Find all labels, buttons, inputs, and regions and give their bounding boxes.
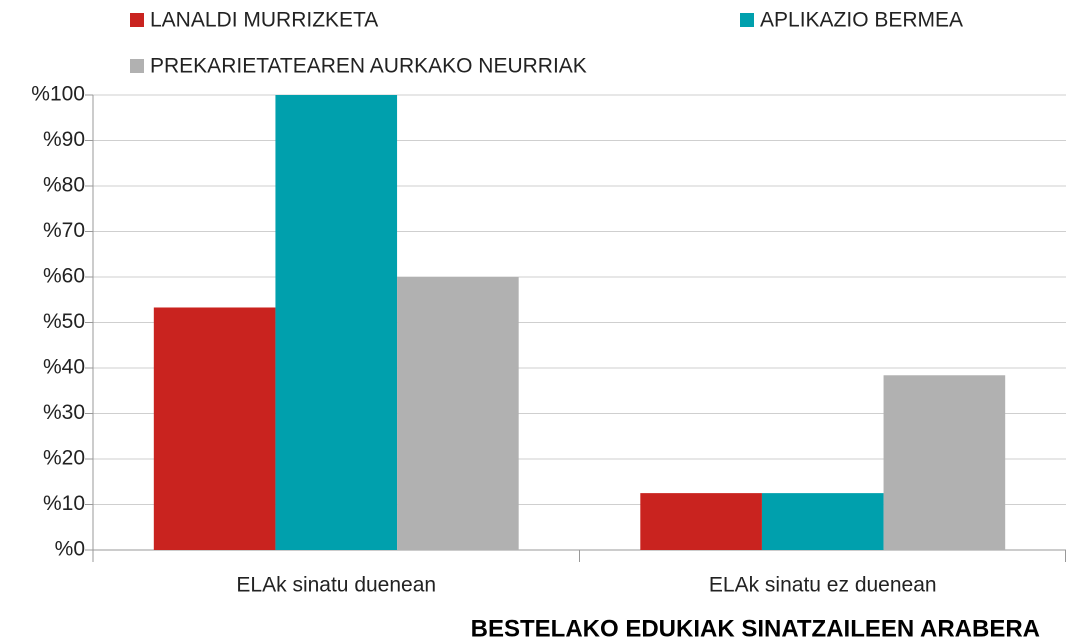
y-tick-label: %0 [55, 538, 85, 561]
y-tick-label: %70 [43, 219, 85, 242]
legend-swatch [740, 13, 754, 27]
legend-label: APLIKAZIO BERMEA [760, 9, 963, 32]
y-tick-label: %30 [43, 401, 85, 424]
legend-swatch [130, 59, 144, 73]
y-tick-label: %80 [43, 174, 85, 197]
bar [761, 493, 884, 550]
y-tick-label: %60 [43, 265, 85, 288]
legend-label: LANALDI MURRIZKETA [150, 9, 378, 32]
bar [153, 307, 276, 550]
y-tick-label: %100 [31, 83, 85, 106]
x-tick-label: ELAk sinatu ez duenean [709, 574, 937, 597]
legend-label: PREKARIETATEAREN AURKAKO NEURRIAK [150, 55, 587, 78]
x-tick-label: ELAk sinatu duenean [236, 574, 436, 597]
bar [275, 95, 398, 550]
bar [397, 277, 519, 550]
y-tick-label: %10 [43, 492, 85, 515]
y-tick-label: %50 [43, 310, 85, 333]
bar [640, 493, 762, 550]
y-tick-label: %20 [43, 447, 85, 470]
bar [883, 375, 1006, 550]
legend-swatch [130, 13, 144, 27]
y-tick-label: %40 [43, 356, 85, 379]
x-axis-title: BESTELAKO EDUKIAK SINATZAILEEN ARABERA [471, 615, 1040, 642]
y-tick-label: %90 [43, 128, 85, 151]
